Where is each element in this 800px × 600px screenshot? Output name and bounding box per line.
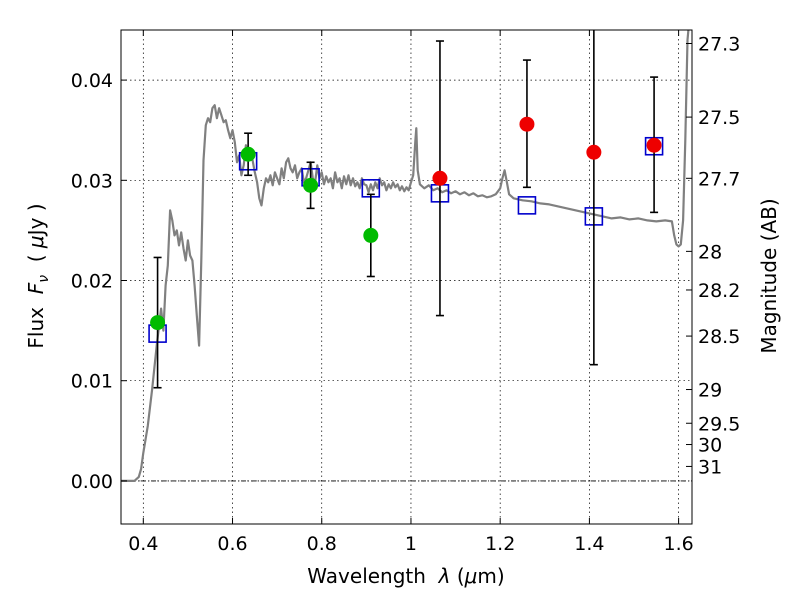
observed-photometry-point-red [646,137,662,153]
model-spectrum-line [121,29,690,482]
observed-photometry-point-green [363,227,379,243]
y-tick-label: 0.02 [71,271,113,293]
x-tick-labels: 0.4 0.6 0.8 1 1.2 1.4 1.6 [128,533,694,555]
magnitude-tick-label: 30 [698,435,722,457]
x-tick-label: 0.4 [128,533,158,555]
magnitude-axis-label: Magnitude (AB) [757,198,781,353]
magnitude-tick-label: 27.7 [698,168,740,190]
magnitude-tick-label: 28 [698,241,722,263]
observed-photometry-point-green [240,146,256,162]
y-tick-label: 0.00 [71,471,113,493]
axis-ticks [121,30,692,524]
x-tick-label: 1.6 [664,533,694,555]
magnitude-tick-label: 28.5 [698,326,740,348]
magnitude-tick-label: 31 [698,456,722,478]
observed-photometry-point-red [519,116,535,132]
magnitude-tick-label: 29 [698,380,722,402]
magnitude-tick-label: 27.5 [698,107,740,129]
y-axis-label: Flux Fν ( μJy ) [24,203,52,348]
model-spectrum [121,29,690,482]
observed-photometry-point-red [586,144,602,160]
x-tick-label: 0.6 [217,533,247,555]
magnitude-tick-label: 27.3 [698,34,740,56]
y-tick-labels: 0.00 0.01 0.02 0.03 0.04 [71,70,113,493]
model-photometry-square [517,196,537,215]
x-tick-label: 1.2 [485,533,515,555]
magnitude-tick-label: 29.5 [698,413,740,435]
x-tick-label: 1.4 [574,533,604,555]
y-tick-label: 0.03 [71,170,113,192]
x-tick-label: 0.8 [307,533,337,555]
y-tick-label: 0.01 [71,371,113,393]
observed-photometry-point-green [150,315,166,331]
observed-photometry-point-green [303,177,319,193]
observed-photometry-points [150,116,662,331]
x-tick-label: 1 [405,533,417,555]
plot-frame [120,29,693,525]
x-axis-label: Wavelength λ (μm) [307,564,504,588]
grid [121,30,692,524]
magnitude-tick-label: 28.2 [698,280,740,302]
y-tick-label: 0.04 [71,70,113,92]
observed-photometry-point-red [432,170,448,186]
